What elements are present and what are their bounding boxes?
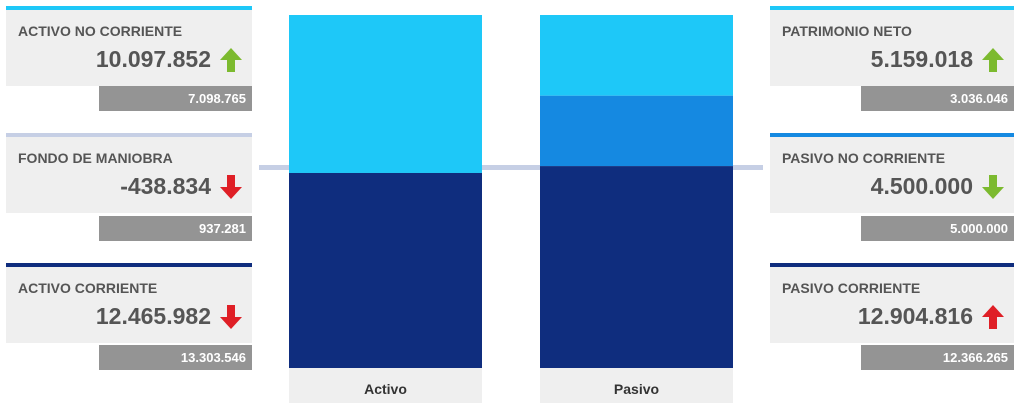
card-pasivo-corriente: PASIVO CORRIENTE 12.904.816 bbox=[770, 263, 1014, 343]
card-label: PATRIMONIO NETO bbox=[782, 23, 912, 39]
bar-segment-patrimonio-neto bbox=[540, 15, 733, 96]
card-pasivo-no-corriente: PASIVO NO CORRIENTE 4.500.000 bbox=[770, 133, 1014, 213]
card-activo-no-corriente: ACTIVO NO CORRIENTE 10.097.852 bbox=[6, 6, 252, 86]
card-value: 12.904.816 bbox=[857, 303, 973, 329]
card-fondo-de-maniobra: FONDO DE MANIOBRA -438.834 bbox=[6, 133, 252, 213]
card-top-bar bbox=[6, 6, 252, 10]
arrow-up-icon bbox=[982, 47, 1004, 72]
arrow-down-icon bbox=[220, 174, 242, 199]
card-top-bar bbox=[6, 133, 252, 137]
card-top-bar bbox=[770, 133, 1014, 137]
category-label-pasivo: Pasivo bbox=[540, 368, 733, 403]
card-label: FONDO DE MANIOBRA bbox=[18, 150, 173, 166]
card-value: 12.465.982 bbox=[95, 303, 211, 329]
card-top-bar bbox=[770, 263, 1014, 267]
fondo-de-maniobra-line bbox=[259, 165, 763, 170]
card-activo-corriente: ACTIVO CORRIENTE 12.465.982 bbox=[6, 263, 252, 343]
bar-segment-pasivo-no-corriente bbox=[540, 95, 733, 167]
card-label: ACTIVO CORRIENTE bbox=[18, 280, 158, 296]
bar-segment-activo-no-corriente bbox=[289, 15, 482, 173]
arrow-up-icon bbox=[982, 304, 1004, 329]
previous-value: 12.366.265 bbox=[861, 345, 1014, 370]
card-top-bar bbox=[770, 6, 1014, 10]
arrow-down-icon bbox=[220, 304, 242, 329]
previous-value: 3.036.046 bbox=[861, 86, 1014, 111]
card-value: 5.159.018 bbox=[870, 46, 973, 72]
previous-value: 937.281 bbox=[99, 216, 252, 241]
card-value: 4.500.000 bbox=[870, 173, 973, 199]
card-top-bar bbox=[6, 263, 252, 267]
arrow-up-icon bbox=[220, 47, 242, 72]
bar-segment-activo-corriente bbox=[289, 172, 482, 368]
card-label: ACTIVO NO CORRIENTE bbox=[18, 23, 183, 39]
previous-value: 5.000.000 bbox=[861, 216, 1014, 241]
bar-segment-pasivo-corriente bbox=[540, 166, 733, 368]
arrow-down-icon bbox=[982, 174, 1004, 199]
card-label: PASIVO NO CORRIENTE bbox=[782, 150, 946, 166]
card-value: -438.834 bbox=[120, 173, 211, 199]
card-label: PASIVO CORRIENTE bbox=[782, 280, 921, 296]
category-label-activo: Activo bbox=[289, 368, 482, 403]
card-value: 10.097.852 bbox=[95, 46, 211, 72]
card-patrimonio-neto: PATRIMONIO NETO 5.159.018 bbox=[770, 6, 1014, 86]
previous-value: 7.098.765 bbox=[99, 86, 252, 111]
previous-value: 13.303.546 bbox=[99, 345, 252, 370]
